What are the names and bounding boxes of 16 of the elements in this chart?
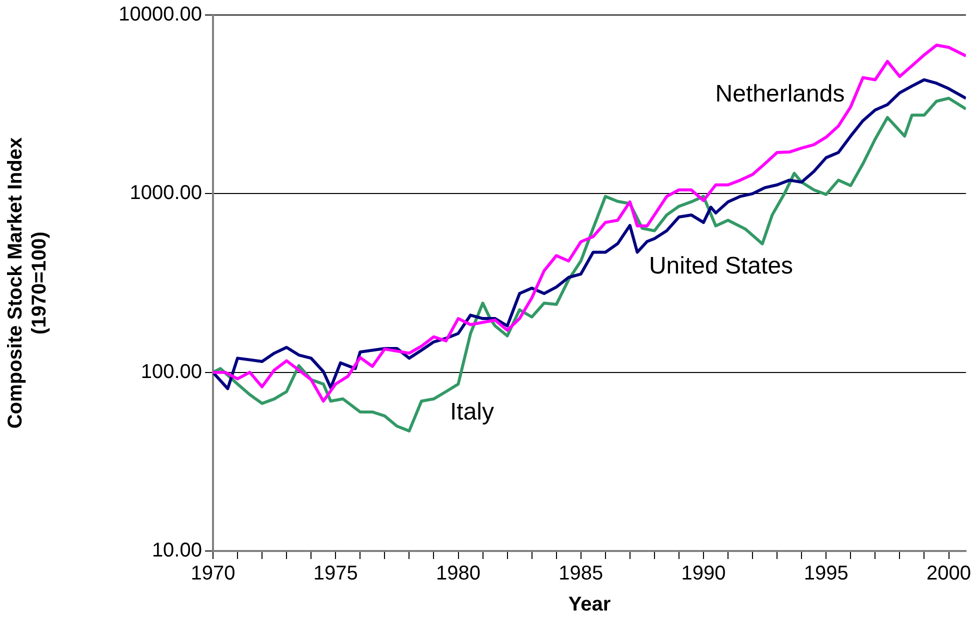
y-tick-label: 1000.00 bbox=[130, 182, 202, 204]
y-tick-label: 10.00 bbox=[152, 540, 202, 562]
x-tick-label: 2000 bbox=[926, 562, 972, 585]
x-tick-label: 1980 bbox=[436, 562, 480, 585]
series-label: Italy bbox=[450, 398, 494, 426]
x-axis-title: Year bbox=[568, 594, 611, 616]
series-label: Netherlands bbox=[715, 80, 845, 108]
y-tick-label: 100.00 bbox=[140, 360, 202, 383]
y-axis-title: Composite Stock Market Index (1970=100) bbox=[4, 137, 51, 429]
x-tick-label: 1995 bbox=[804, 562, 848, 585]
x-tick-label: 1990 bbox=[681, 562, 726, 585]
series-label: United States bbox=[648, 252, 794, 280]
y-tick-label: 10000.00 bbox=[118, 4, 202, 26]
x-tick-label: 1975 bbox=[313, 562, 358, 585]
x-tick-label: 1985 bbox=[558, 562, 604, 585]
x-tick-label: 1970 bbox=[190, 562, 236, 585]
